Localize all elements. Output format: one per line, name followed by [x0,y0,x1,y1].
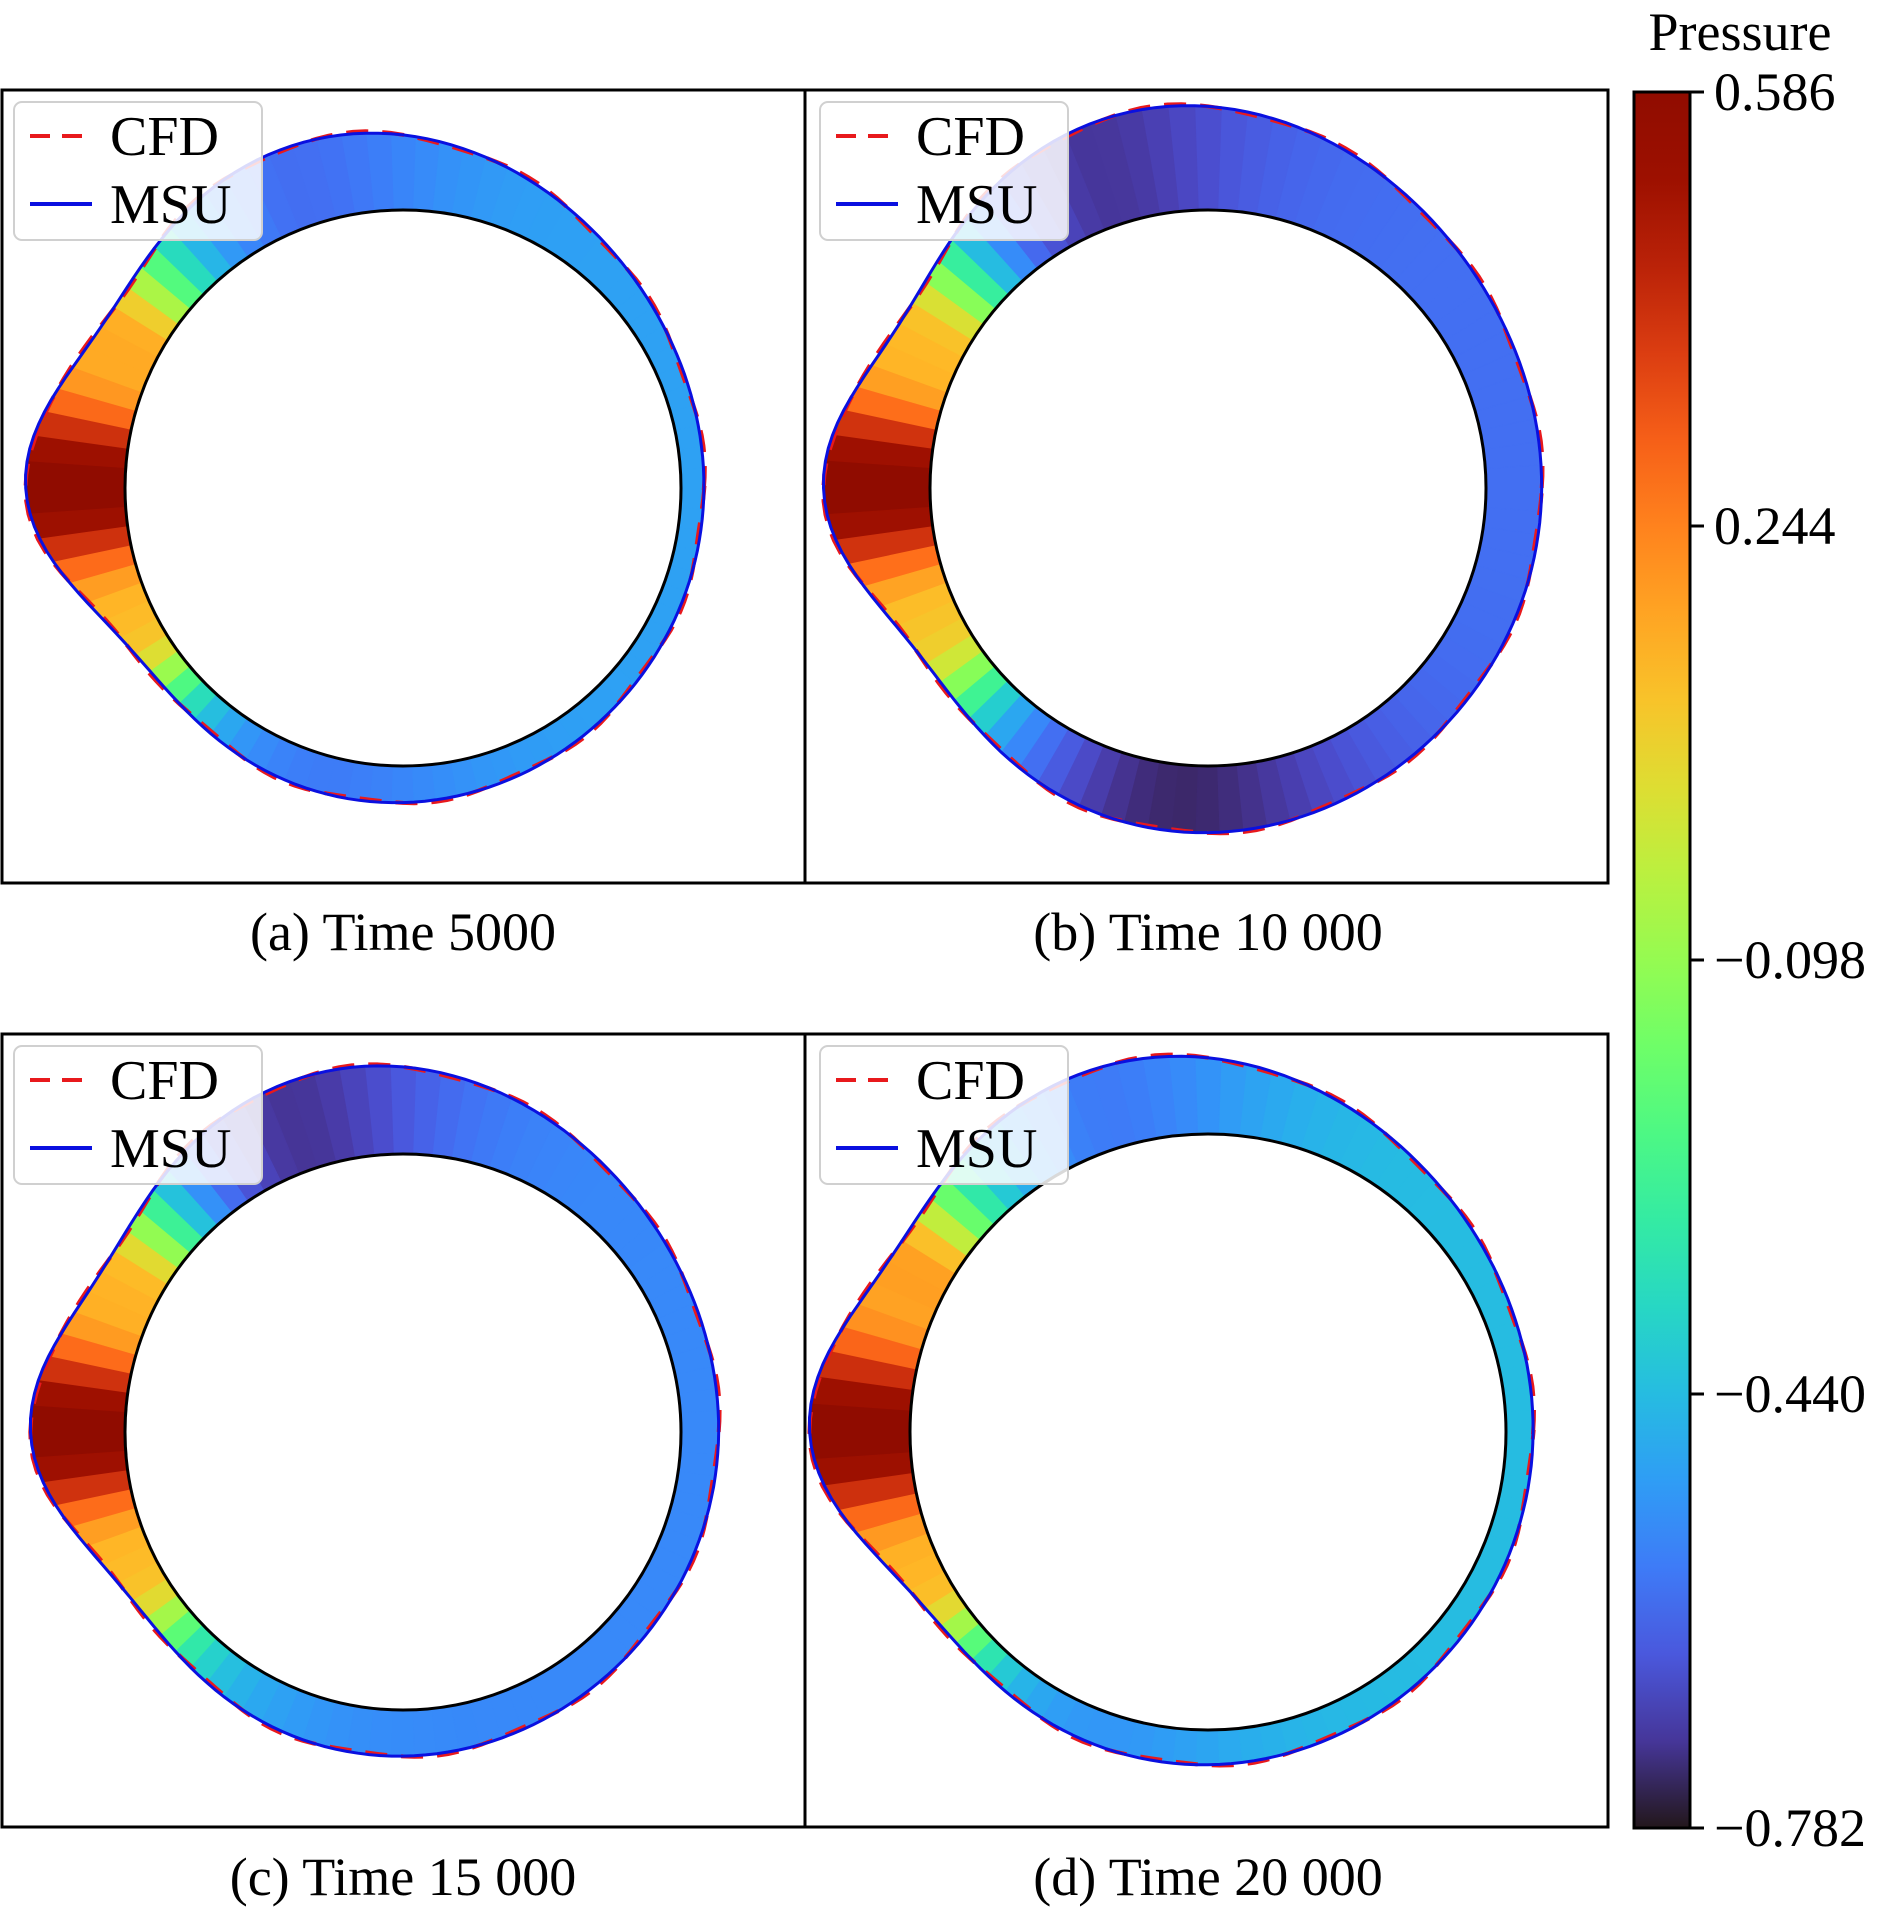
panel-b-frame [803,88,1610,885]
colorbar-tick-label: −0.098 [1714,930,1866,990]
panel-d-pressure-field [809,1055,1534,1766]
colorbar-bar [1632,90,1692,1830]
pressure-cell [1504,1408,1534,1433]
pressure-cell [1195,1729,1221,1766]
panel-c-msu-line [29,1064,721,1758]
panel-a-caption: (a) Time 5000 [250,902,556,962]
pressure-cell [391,1709,415,1757]
pressure-cell [391,765,415,804]
panel-b-legend-cfd-label: CFD [916,106,1025,168]
pressure-cell [679,1431,720,1455]
panel-a-legend-cfd-label: CFD [110,106,219,168]
colorbar-title: Pressure [1649,2,1832,62]
pressure-cell [1172,1727,1199,1766]
panel-d-legend-msu-label: MSU [916,1118,1037,1180]
pressure-cell [1504,1431,1534,1456]
panel-c-pressure-field [29,1065,720,1757]
panel-d-caption: (d) Time 20 000 [1033,1847,1383,1907]
pressure-cell [677,445,704,470]
colorbar-tick-label: 0.586 [1714,62,1836,122]
pressure-cell [1217,1727,1244,1765]
panel-d: CFD MSU (d) Time 20 000 [803,1032,1610,1907]
pressure-cell [390,133,416,211]
panel-d-legend: CFD MSU [819,1045,1069,1185]
colorbar-tick-label: −0.782 [1714,1798,1866,1858]
panel-d-msu-line [807,1054,1535,1767]
pressure-cell [1195,765,1221,834]
pressure-cell [368,1707,394,1757]
panel-c-caption: (c) Time 15 000 [230,1847,577,1907]
panel-b-legend: CFD MSU [819,101,1069,241]
panel-d-cylinder [908,1132,1508,1732]
panel-b-caption: (b) Time 10 000 [1033,902,1383,962]
panel-c-cylinder [123,1152,683,1712]
panel-b-msu-line [821,104,1544,835]
panel-a-cylinder [123,208,683,768]
pressure-cell [679,1409,720,1433]
colorbar-tick-label: −0.440 [1714,1364,1866,1424]
panel-b: CFD MSU (b) Time 10 000 [803,88,1610,962]
panel-c: CFD MSU (c) Time 15 000 [0,1032,807,1907]
pressure-cell [1484,487,1543,512]
pressure-cell [1194,105,1222,211]
panel-d-legend-cfd-label: CFD [916,1050,1025,1112]
pressure-cell [1194,1056,1222,1135]
panel-d-frame [803,1032,1610,1829]
panel-c-legend-msu-label: MSU [110,1118,231,1180]
colorbar: Pressure 0.586 0.244 −0.098 −0.440 −0.782 [1632,2,1866,1858]
colorbar-ticks: 0.586 0.244 −0.098 −0.440 −0.782 [1690,62,1866,1858]
colorbar-tick-label: 0.244 [1714,496,1836,556]
pressure-cell [369,763,394,804]
panel-a-legend: CFD MSU [13,101,263,241]
panel-c-legend: CFD MSU [13,1045,263,1185]
pressure-cell [389,1065,417,1155]
panel-a: CFD MSU (a) Time 5000 [0,88,807,962]
panel-b-legend-msu-label: MSU [916,174,1037,236]
panel-b-cylinder [928,208,1488,768]
pressure-cell [679,466,705,489]
panel-c-legend-cfd-label: CFD [110,1050,219,1112]
panel-a-msu-line [24,131,706,805]
panel-a-legend-msu-label: MSU [110,174,231,236]
